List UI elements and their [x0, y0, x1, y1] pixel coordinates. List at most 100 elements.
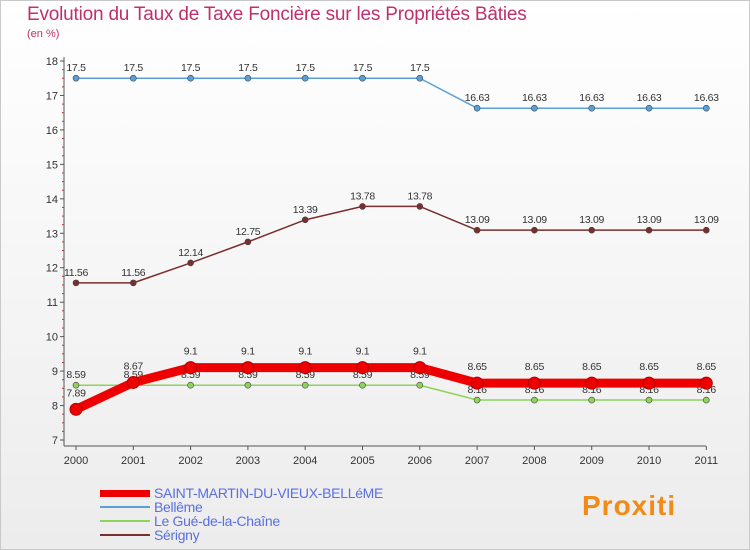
data-point [588, 226, 596, 234]
series-line [71, 363, 711, 414]
y-tick-label: 14 [46, 194, 58, 206]
data-point [72, 74, 80, 82]
data-label: 17.5 [353, 62, 373, 74]
legend-item-serigny: Sérigny [100, 527, 383, 543]
data-point [702, 104, 710, 112]
data-point [241, 361, 255, 375]
legend-item-belleme: Bellême [100, 499, 383, 515]
data-label: 17.5 [410, 62, 430, 74]
data-point [416, 381, 424, 389]
data-point [473, 396, 481, 404]
data-point [416, 203, 424, 210]
data-label: 9.1 [241, 346, 255, 358]
data-label: 12.14 [178, 247, 203, 259]
data-point [531, 226, 538, 234]
data-point [473, 226, 481, 234]
series-line [75, 384, 708, 401]
data-label: 11.56 [121, 267, 145, 279]
data-label: 8.65 [582, 361, 602, 373]
data-label: 16.63 [465, 92, 490, 104]
data-point [244, 238, 252, 246]
legend-label: Sérigny [154, 527, 200, 543]
data-point [645, 226, 653, 234]
data-label: 13.39 [293, 204, 318, 216]
x-tick-label: 2002 [178, 455, 202, 467]
data-point [531, 104, 538, 112]
y-tick-label: 17 [46, 90, 58, 102]
proxiti-logo: Proxiti [582, 490, 676, 522]
x-tick-label: 2008 [522, 455, 546, 467]
data-label: 7.89 [66, 387, 86, 399]
data-label: 8.59 [353, 369, 373, 381]
data-point [642, 376, 656, 390]
y-tick-label: 7 [52, 435, 58, 447]
legend: SAINT-MARTIN-DU-VIEUX-BELLéME Bellême Le… [100, 485, 384, 543]
data-point [702, 226, 710, 234]
data-point [187, 74, 194, 82]
data-label: 16.63 [694, 92, 719, 104]
legend-item-le-gue: Le Gué-de-la-Chaîne [100, 513, 383, 529]
x-tick-label: 2011 [694, 455, 718, 467]
data-point [416, 74, 424, 82]
data-label: 13.09 [637, 214, 662, 226]
y-tick-label: 9 [52, 366, 58, 378]
legend-label: SAINT-MARTIN-DU-VIEUX-BELLéME [154, 485, 384, 501]
data-point [244, 74, 252, 82]
data-label: 8.65 [467, 361, 487, 373]
data-point [72, 381, 80, 389]
data-point [184, 361, 198, 375]
data-label: 13.78 [407, 190, 432, 202]
data-label: 8.65 [697, 361, 717, 373]
x-tick-label: 2010 [637, 455, 661, 467]
data-point [130, 279, 137, 287]
legend-swatch-serigny [100, 534, 150, 536]
data-label: 17.5 [238, 62, 258, 74]
data-point [413, 361, 427, 375]
data-label: 9.1 [356, 346, 370, 358]
data-label: 16.63 [522, 92, 547, 104]
series-line [75, 205, 708, 284]
y-tick-label: 8 [52, 401, 58, 413]
y-tick-label: 13 [46, 228, 58, 240]
legend-swatch-le-gue [100, 520, 150, 522]
data-label: 8.67 [124, 360, 144, 372]
data-point [298, 361, 312, 375]
data-label: 8.59 [66, 369, 86, 381]
data-label: 17.5 [66, 62, 86, 74]
data-label: 13.78 [350, 190, 375, 202]
data-point [244, 381, 252, 389]
data-point [699, 376, 713, 390]
data-point [187, 259, 194, 267]
data-point [301, 381, 309, 389]
x-tick-label: 2007 [465, 455, 489, 467]
data-label: 11.56 [64, 267, 88, 279]
data-label: 9.1 [184, 346, 198, 358]
data-point [359, 381, 366, 389]
data-point [126, 375, 140, 389]
y-tick-label: 11 [47, 297, 58, 309]
x-tick-label: 2006 [408, 455, 432, 467]
data-label: 13.09 [694, 214, 719, 226]
logo-text: Proxiti [582, 490, 677, 521]
data-label: 13.09 [522, 214, 547, 226]
y-tick-label: 16 [46, 125, 58, 137]
data-point [702, 396, 710, 404]
data-label: 9.1 [298, 346, 312, 358]
data-point [359, 203, 366, 210]
data-point [527, 376, 541, 390]
data-label: 8.59 [238, 369, 258, 381]
x-tick-label: 2009 [579, 455, 603, 467]
series-line [75, 77, 708, 109]
data-label: 17.5 [124, 62, 144, 74]
legend-label: Bellême [154, 499, 203, 515]
legend-label: Le Gué-de-la-Chaîne [154, 513, 280, 529]
data-point [356, 361, 369, 375]
data-label: 12.75 [236, 226, 261, 238]
data-label: 8.65 [639, 361, 659, 373]
data-label: 16.63 [637, 92, 662, 104]
data-label: 9.1 [413, 346, 427, 358]
data-point [585, 376, 599, 390]
chart-title: Evolution du Taux de Taxe Foncière sur l… [27, 4, 527, 25]
y-tick-label: 10 [46, 332, 58, 344]
